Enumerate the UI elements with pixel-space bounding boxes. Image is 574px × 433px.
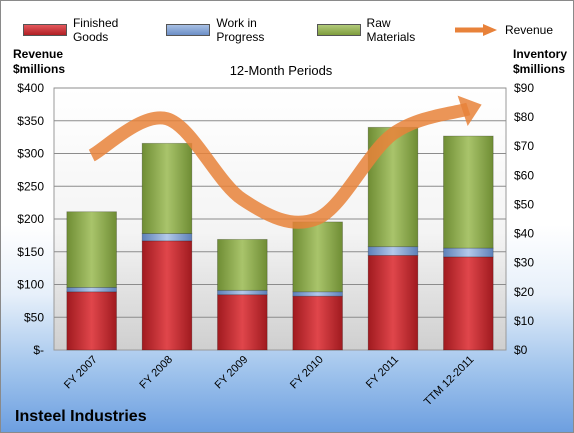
right-tick-label: $60	[514, 168, 534, 182]
left-tick-label: $150	[17, 245, 44, 259]
finished-goods-bar	[217, 294, 268, 351]
legend-item-raw-materials: Raw Materials	[316, 16, 433, 44]
legend: Finished Goods Work in Progress Raw Mate…	[23, 16, 573, 44]
left-axis-title-line2: $millions	[13, 62, 66, 76]
finished-goods-bar	[141, 240, 193, 351]
left-tick-label: $250	[17, 179, 44, 193]
chart-subtitle: 12-Month Periods	[229, 63, 333, 78]
finished-goods-bar	[66, 291, 117, 351]
legend-label: Revenue	[504, 23, 553, 37]
revenue-arrow-icon	[454, 24, 497, 36]
category-label: TTM 12-2011	[422, 354, 477, 409]
right-tick-label: $90	[514, 81, 534, 95]
work-in-progress-bar	[66, 287, 117, 293]
finished-goods-bar	[292, 295, 343, 351]
left-tick-label: $-	[33, 343, 44, 357]
finished-goods-bar	[367, 254, 419, 351]
right-tick-label: $80	[514, 110, 534, 124]
left-tick-label: $400	[17, 81, 44, 95]
revenue-line	[88, 102, 471, 229]
company-name: Insteel Industries	[15, 408, 147, 425]
raw-materials-bar	[141, 142, 193, 234]
right-tick-label: $40	[514, 227, 534, 241]
legend-label: Finished Goods	[72, 16, 119, 44]
right-axis-title-line1: Inventory	[513, 47, 568, 61]
legend-item-work-in-progress: Work in Progress	[166, 16, 296, 44]
category-label: FY 2010	[288, 354, 326, 392]
legend-item-finished-goods: Finished Goods	[23, 16, 146, 44]
category-label: FY 2007	[62, 354, 100, 392]
raw-materials-bar	[443, 135, 494, 249]
left-tick-label: $50	[24, 310, 44, 324]
finished-goods-bar	[443, 256, 494, 351]
right-tick-label: $30	[514, 256, 534, 270]
left-axis-title: Revenue $millions	[13, 47, 65, 77]
legend-label: Work in Progress	[216, 16, 265, 44]
left-tick-label: $300	[17, 147, 44, 161]
left-tick-label: $200	[17, 212, 44, 226]
category-label: FY 2008	[137, 354, 175, 392]
left-tick-label: $350	[17, 114, 44, 128]
right-tick-label: $50	[514, 197, 534, 211]
right-tick-label: $0	[514, 343, 528, 357]
right-tick-label: $20	[514, 285, 534, 299]
left-axis-title-line1: Revenue	[13, 47, 64, 61]
work-in-progress-swatch	[166, 24, 211, 36]
category-label: FY 2011	[364, 354, 401, 391]
finished-goods-swatch	[23, 24, 67, 36]
work-in-progress-bar	[367, 246, 419, 256]
work-in-progress-bar	[141, 233, 193, 242]
work-in-progress-bar	[217, 289, 268, 296]
left-tick-label: $100	[17, 278, 44, 292]
right-axis-title-line2: $millions	[513, 62, 566, 76]
raw-materials-bar	[66, 211, 117, 288]
category-label: FY 2009	[213, 354, 251, 392]
raw-materials-bar	[292, 221, 343, 293]
right-tick-label: $70	[514, 139, 534, 153]
work-in-progress-bar	[292, 291, 343, 297]
right-tick-label: $10	[514, 314, 534, 328]
raw-materials-swatch	[316, 24, 361, 36]
legend-item-revenue: Revenue	[453, 16, 553, 44]
right-axis-title: Inventory $millions	[513, 47, 567, 77]
work-in-progress-bar	[443, 247, 494, 258]
raw-materials-bar	[217, 238, 268, 291]
revenue-arrow-head	[457, 95, 482, 127]
legend-label: Raw Materials	[366, 16, 416, 44]
